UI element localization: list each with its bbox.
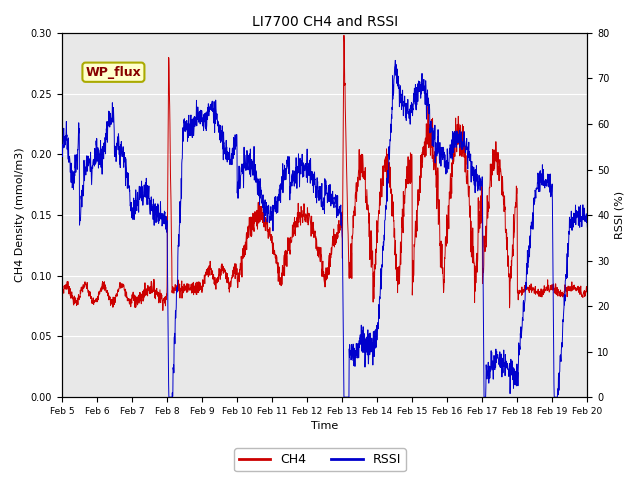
Title: LI7700 CH4 and RSSI: LI7700 CH4 and RSSI bbox=[252, 15, 397, 29]
Text: WP_flux: WP_flux bbox=[86, 66, 141, 79]
X-axis label: Time: Time bbox=[311, 421, 339, 432]
Y-axis label: RSSI (%): RSSI (%) bbox=[615, 191, 625, 239]
Y-axis label: CH4 Density (mmol/m3): CH4 Density (mmol/m3) bbox=[15, 148, 25, 282]
Legend: CH4, RSSI: CH4, RSSI bbox=[234, 448, 406, 471]
